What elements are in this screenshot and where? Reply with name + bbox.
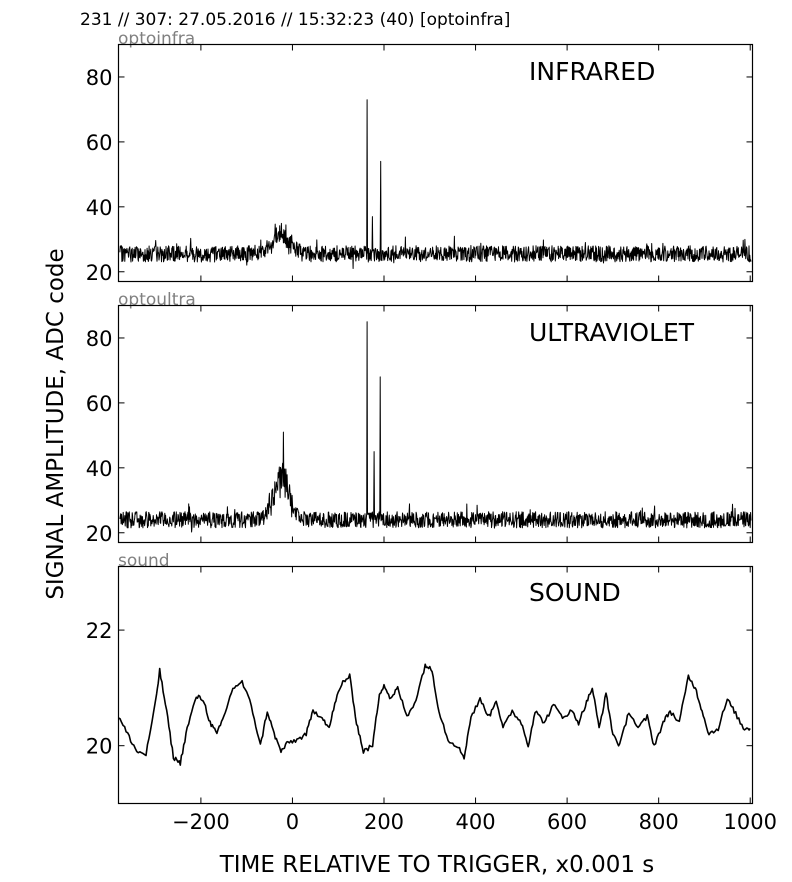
- y-tick-label: 60: [86, 131, 113, 155]
- panel-label-infrared: optoinfra: [118, 29, 195, 49]
- figure-header: 231 // 307: 27.05.2016 // 15:32:23 (40) …: [80, 10, 510, 30]
- title-infrared: INFRARED: [529, 57, 655, 86]
- trace-ultraviolet: [119, 321, 752, 533]
- title-ultraviolet: ULTRAVIOLET: [529, 318, 695, 347]
- axes-infrared: 20 40 60 80: [86, 44, 753, 285]
- panel-label-ultraviolet: optoultra: [118, 290, 196, 310]
- trace-infrared: [119, 99, 752, 269]
- y-tick-label: 20: [86, 261, 113, 285]
- y-tick-label: 22: [86, 619, 113, 643]
- axes-ultraviolet: 20 40 60 80: [86, 305, 753, 546]
- x-tick-label: −200: [172, 810, 230, 834]
- x-tick-label: 800: [639, 810, 679, 834]
- y-tick-label: 80: [86, 66, 113, 90]
- y-tick-label: 20: [86, 522, 113, 546]
- panel-ultraviolet: optoultra ULTRAVIOLET 20 40 60 80: [86, 290, 754, 546]
- y-tick-label: 20: [86, 735, 113, 759]
- y-tick-label: 40: [86, 457, 113, 481]
- x-tick-label: 400: [456, 810, 496, 834]
- x-axis-label: TIME RELATIVE TO TRIGGER, x0.001 s: [219, 852, 655, 878]
- trace-sound: [118, 663, 751, 766]
- x-tick-label: 1000: [723, 810, 776, 834]
- x-tick-label: 200: [364, 810, 404, 834]
- x-tick-label: 600: [547, 810, 587, 834]
- y-axis-label: SIGNAL AMPLITUDE, ADC code: [43, 248, 69, 599]
- panel-label-sound: sound: [118, 551, 170, 571]
- y-tick-label: 60: [86, 392, 113, 416]
- x-tick-label: 0: [286, 810, 299, 834]
- x-tick-labels: −200 0 200 400 600 800 1000: [172, 810, 777, 834]
- plot-frame-infrared: [117, 43, 754, 283]
- y-tick-label: 80: [86, 327, 113, 351]
- plot-frame-sound: [117, 565, 754, 805]
- plot-frame-ultraviolet: [117, 304, 754, 544]
- title-sound: SOUND: [529, 578, 621, 607]
- y-tick-label: 40: [86, 196, 113, 220]
- panel-infrared: optoinfra INFRARED 20 40 60 80: [86, 29, 754, 285]
